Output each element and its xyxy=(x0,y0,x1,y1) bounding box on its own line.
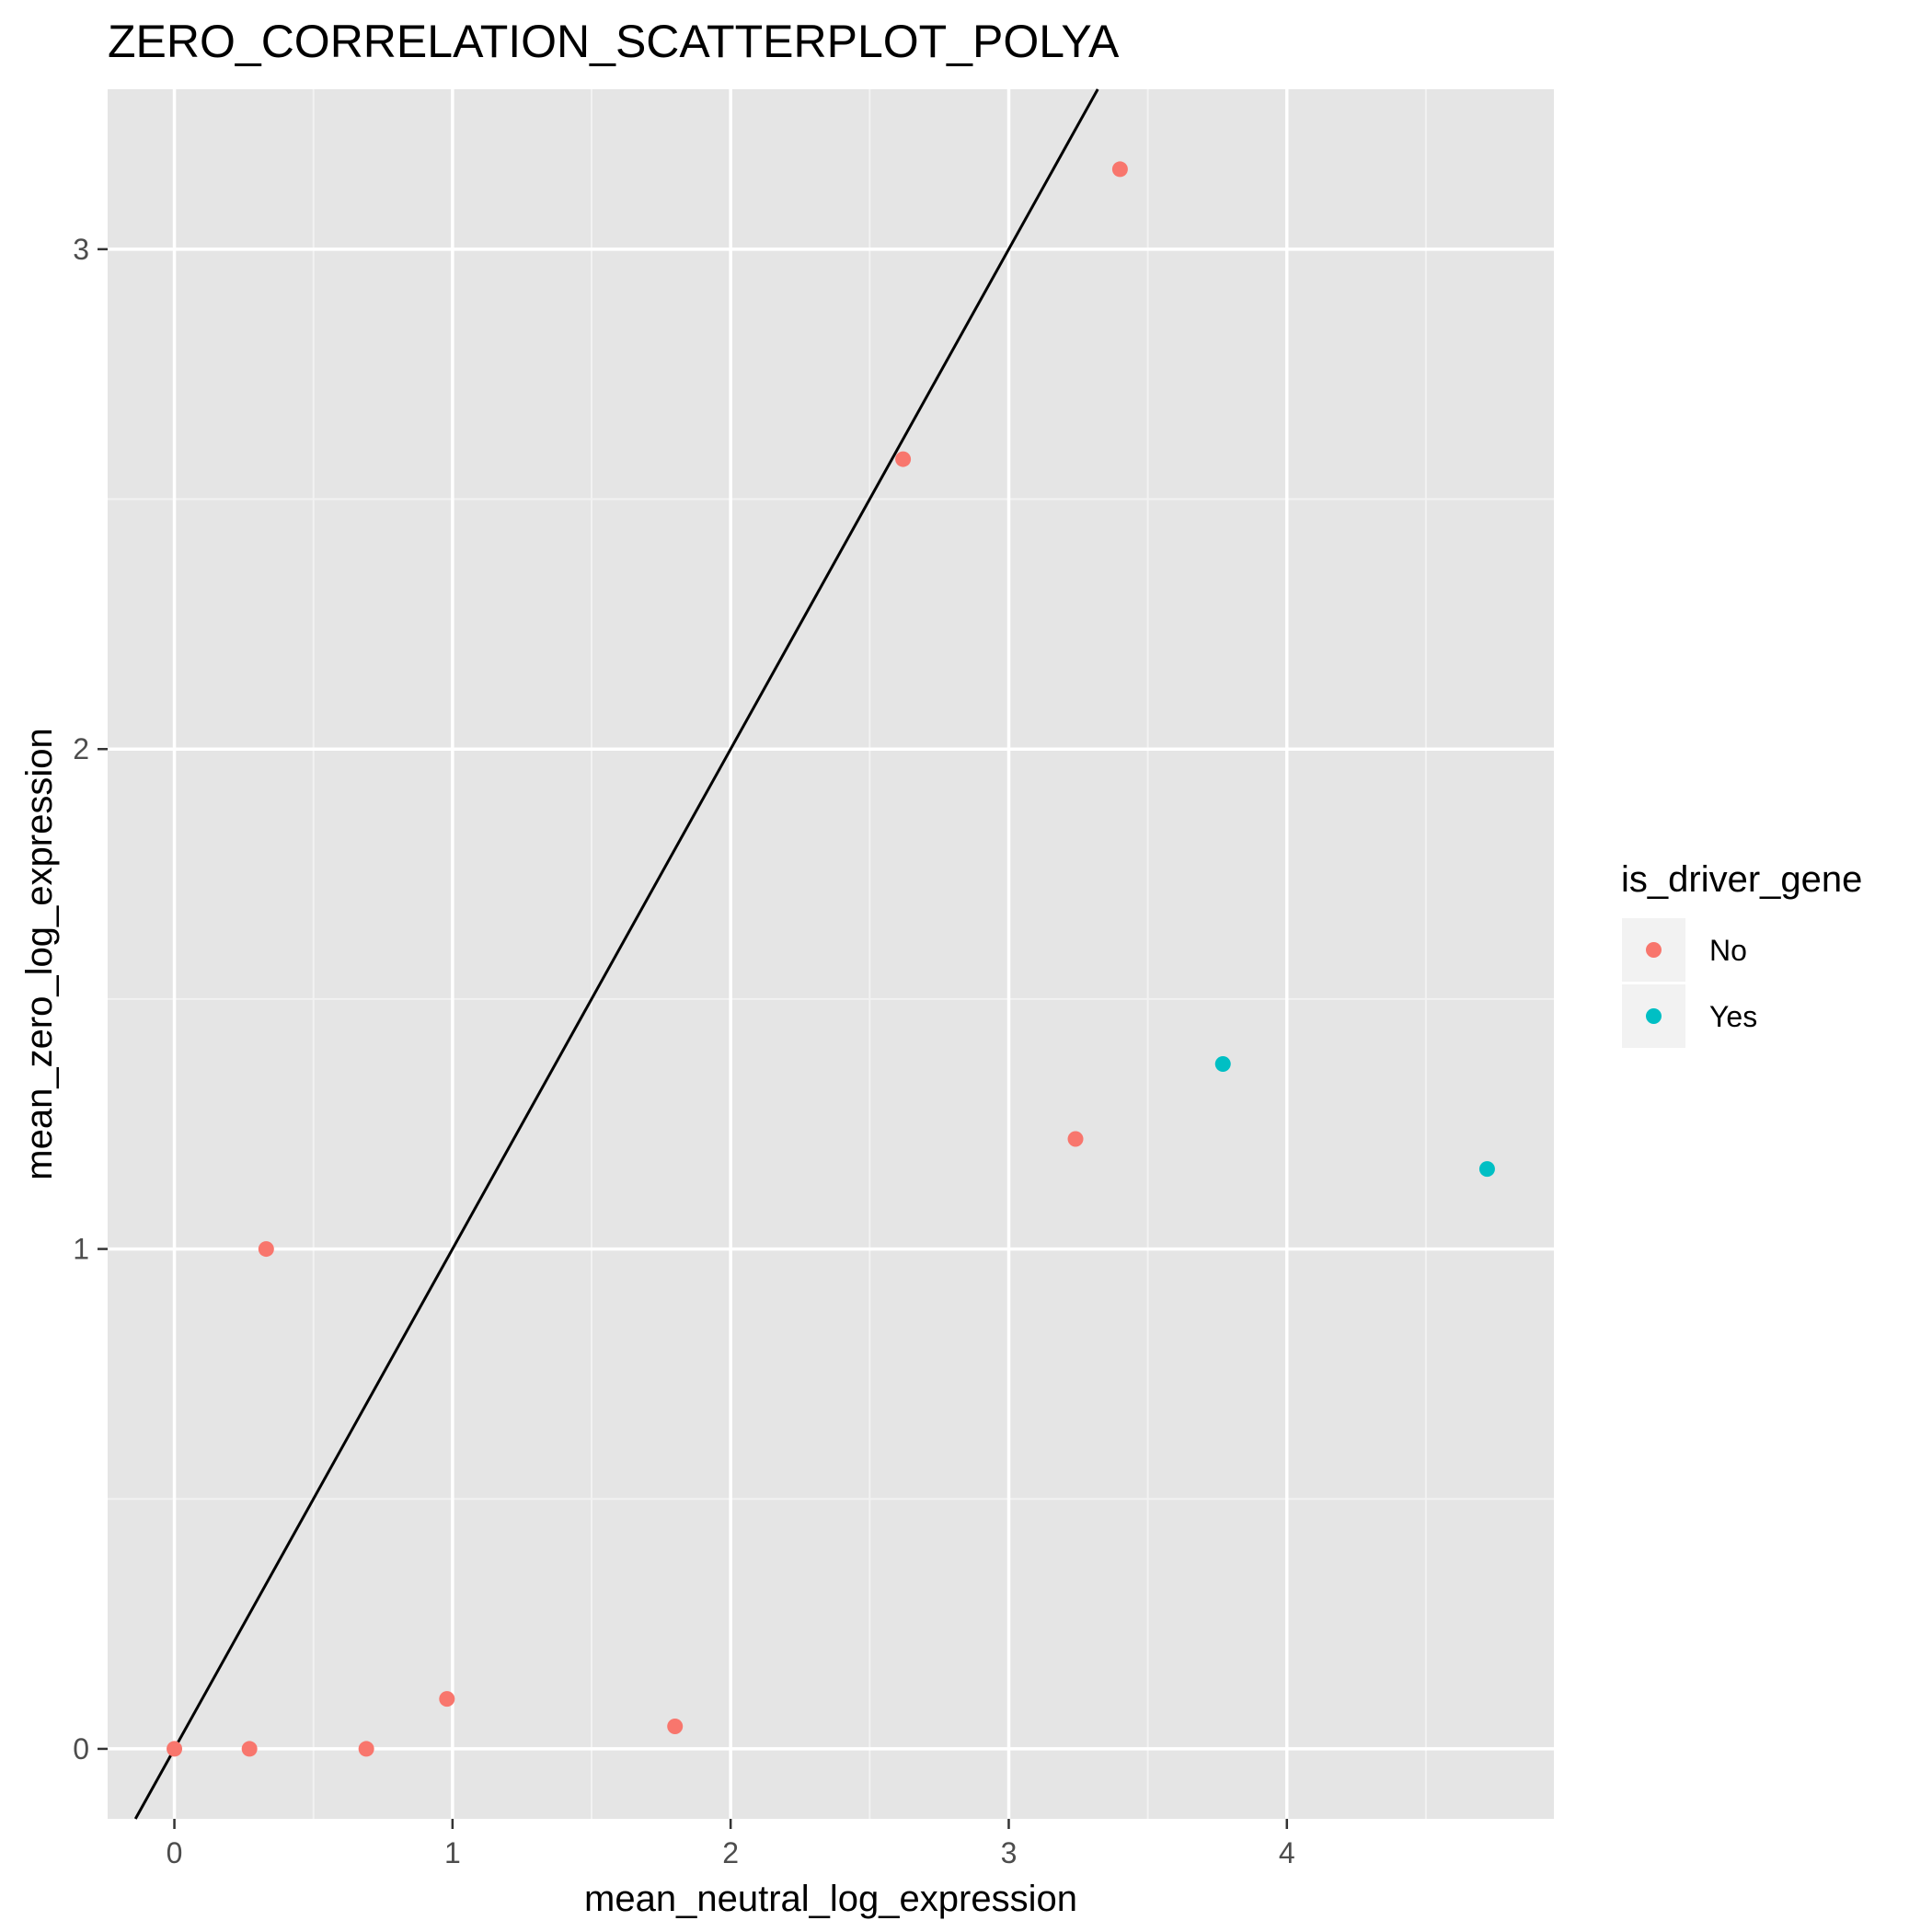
reference-line xyxy=(133,88,1099,1820)
x-axis-title: mean_neutral_log_expression xyxy=(584,1879,1077,1919)
major-gridlines xyxy=(108,89,1554,1819)
data-point-no xyxy=(258,1241,274,1258)
legend-label-yes: Yes xyxy=(1709,1000,1757,1033)
x-tick-label: 3 xyxy=(1001,1836,1018,1869)
x-tick-label: 0 xyxy=(167,1836,183,1869)
data-point-no xyxy=(241,1741,258,1757)
x-tick-label: 4 xyxy=(1279,1836,1295,1869)
data-point-no xyxy=(358,1741,374,1757)
y-tick-label: 0 xyxy=(73,1732,89,1765)
legend-title: is_driver_gene xyxy=(1621,859,1862,900)
data-point-yes xyxy=(1478,1161,1495,1178)
legend-swatch-yes xyxy=(1646,1008,1662,1024)
data-point-no xyxy=(439,1691,455,1708)
plot-panel xyxy=(108,89,1554,1819)
x-tick-label: 1 xyxy=(444,1836,461,1869)
y-axis-title: mean_zero_log_expression xyxy=(19,728,60,1179)
legend-swatch-no xyxy=(1646,942,1662,958)
data-point-no xyxy=(167,1741,183,1757)
minor-gridlines xyxy=(108,89,1554,1819)
data-point-no xyxy=(667,1718,684,1734)
data-point-no xyxy=(1067,1131,1084,1147)
data-points xyxy=(167,161,1495,1757)
x-tick-label: 2 xyxy=(722,1836,739,1869)
reference-line-layer xyxy=(133,88,1099,1820)
y-tick-label: 3 xyxy=(73,233,89,266)
y-tick-label: 2 xyxy=(73,732,89,765)
chart-title: ZERO_CORRELATION_SCATTERPLOT_POLYA xyxy=(108,16,1120,67)
y-tick-label: 1 xyxy=(73,1233,89,1266)
y-axis: 0 1 2 3 xyxy=(73,233,108,1765)
legend: is_driver_gene No Yes xyxy=(1621,859,1862,1048)
data-point-no xyxy=(895,451,912,467)
legend-label-no: No xyxy=(1709,934,1747,967)
x-axis: 0 1 2 3 4 xyxy=(167,1819,1295,1869)
data-point-yes xyxy=(1214,1056,1231,1073)
data-point-no xyxy=(1111,161,1128,178)
